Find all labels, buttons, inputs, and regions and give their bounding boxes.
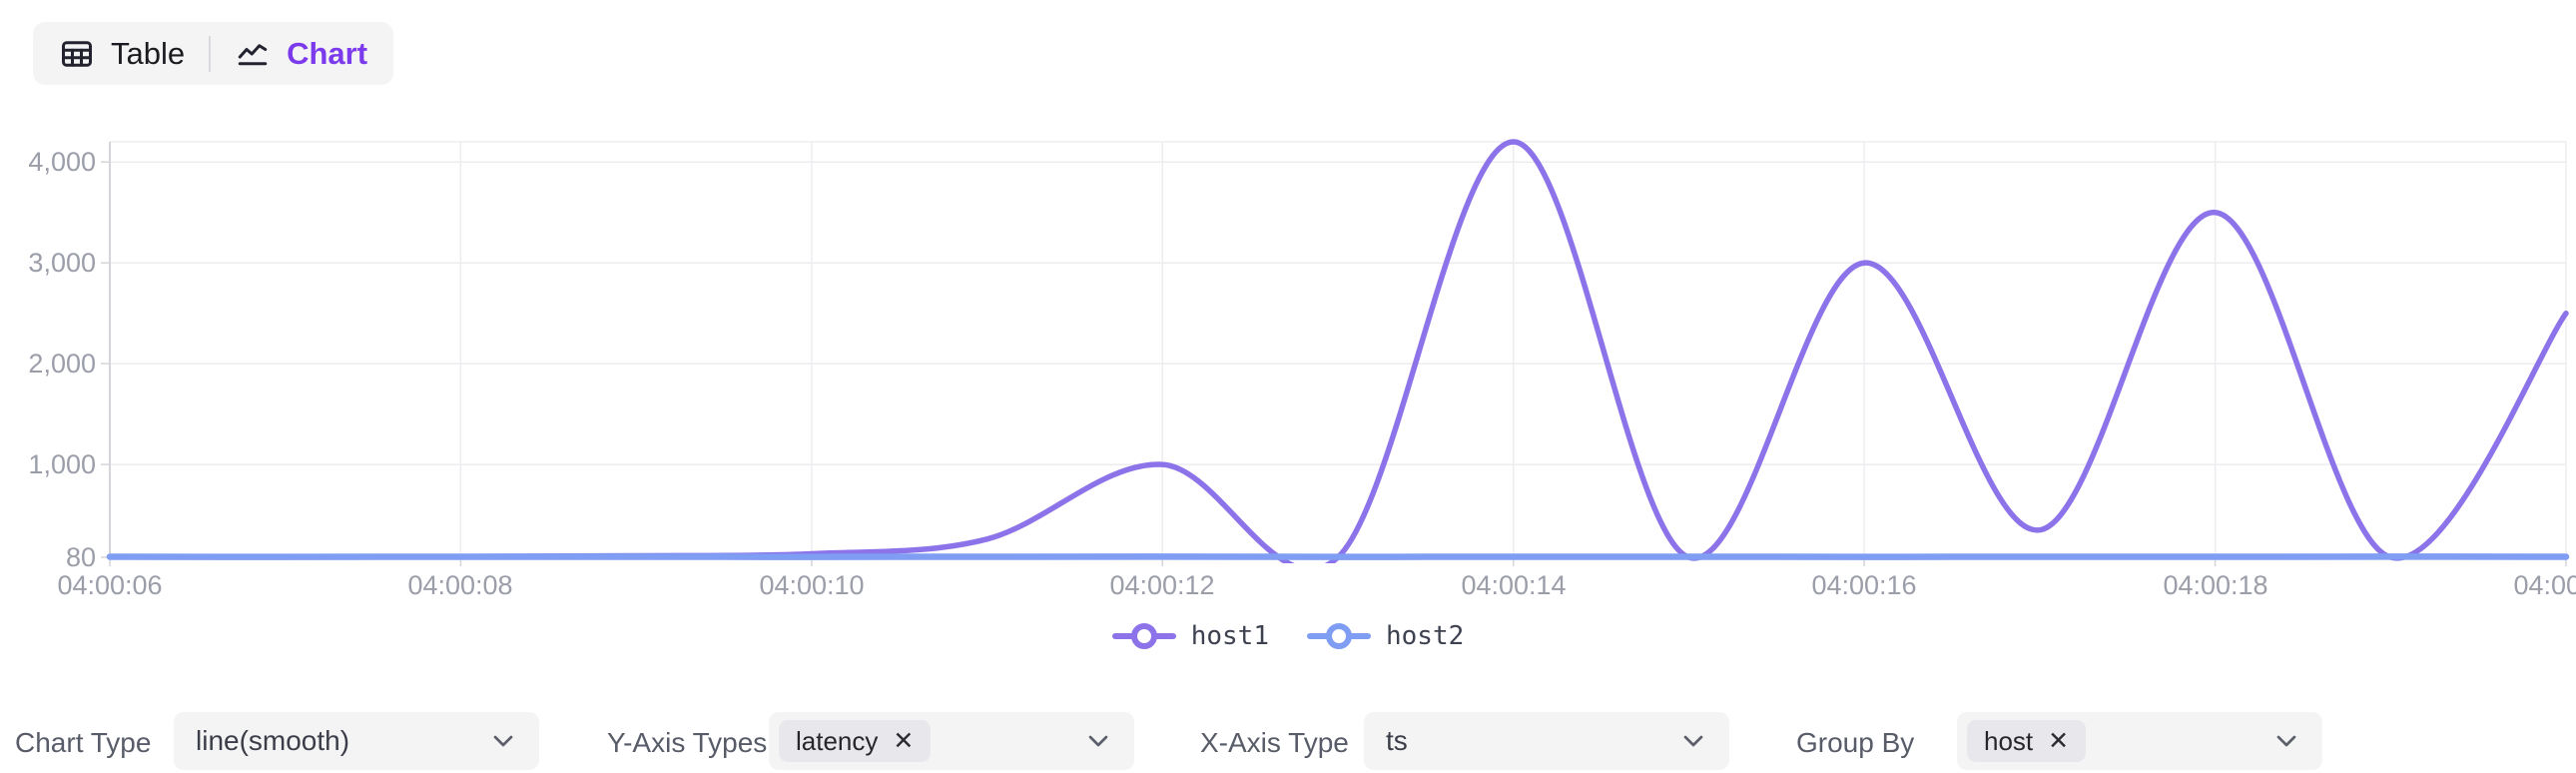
y-axis-label: 4,000 [28,147,96,177]
chevron-down-icon [2270,725,2302,757]
chart-view-button[interactable]: Chart [235,36,367,72]
close-icon[interactable]: ✕ [2048,726,2070,755]
group-by-chip-host[interactable]: host ✕ [1967,720,2087,762]
y-axis-types-label: Y-Axis Types [607,727,768,758]
y-axis-label: 1,000 [28,449,96,479]
chart-region: 80 1,000 2,000 3,000 4,000 04:00:06 04:00:08 04… [28,139,2576,600]
x-axis-type-select[interactable]: ts [1364,712,1729,770]
group-by-label: Group By [1796,727,1915,758]
view-toggle: Table Chart [33,22,394,85]
host1-series-marker-icon [1111,622,1176,650]
y-axis-label: 2,000 [28,349,96,379]
chevron-down-icon [1677,725,1709,757]
chevron-down-icon [487,725,519,757]
legend-label-host1: host1 [1190,621,1269,651]
x-axis-type-value: ts [1386,725,1408,756]
y-axis-label: 3,000 [28,248,96,278]
x-axis-label: 04:00:10 [759,570,865,600]
toggle-divider [209,35,212,72]
y-axis-types-select[interactable]: latency ✕ [769,712,1134,770]
legend-item-host1[interactable]: host1 [1111,621,1269,651]
x-axis-label: 04:00:14 [1461,570,1567,600]
x-axis-label: 04:00:12 [1109,570,1215,600]
table-view-button[interactable]: Table [59,36,185,72]
line-chart-icon [235,36,271,72]
chart-type-label: Chart Type [15,727,152,758]
close-icon[interactable]: ✕ [893,726,915,755]
chip-label: latency [796,725,879,756]
x-axis-label: 04:00:18 [2163,570,2268,600]
x-axis-label: 04:00:20 [2513,570,2576,600]
chevron-down-icon [1082,725,1114,757]
chart-type-value: line(smooth) [196,725,350,756]
x-axis-label: 04:00:16 [1811,570,1917,600]
y-axis-label: 80 [65,542,96,572]
chart-legend: host1 host2 [0,621,2576,651]
chart-type-select[interactable]: line(smooth) [174,712,539,770]
host2-series-marker-icon [1307,622,1371,650]
x-axis-type-label: X-Axis Type [1200,727,1349,758]
chart-svg[interactable] [101,139,2570,566]
y-axis-chip-latency[interactable]: latency ✕ [779,720,932,762]
legend-label-host2: host2 [1386,621,1465,651]
chart-view-label: Chart [287,35,368,71]
legend-item-host2[interactable]: host2 [1307,621,1464,651]
table-grid-icon [59,36,95,72]
group-by-select[interactable]: host ✕ [1957,712,2322,770]
x-axis-label: 04:00:08 [407,570,513,600]
table-view-label: Table [111,35,186,71]
chip-label: host [1984,725,2034,756]
x-axis-label: 04:00:06 [57,570,163,600]
